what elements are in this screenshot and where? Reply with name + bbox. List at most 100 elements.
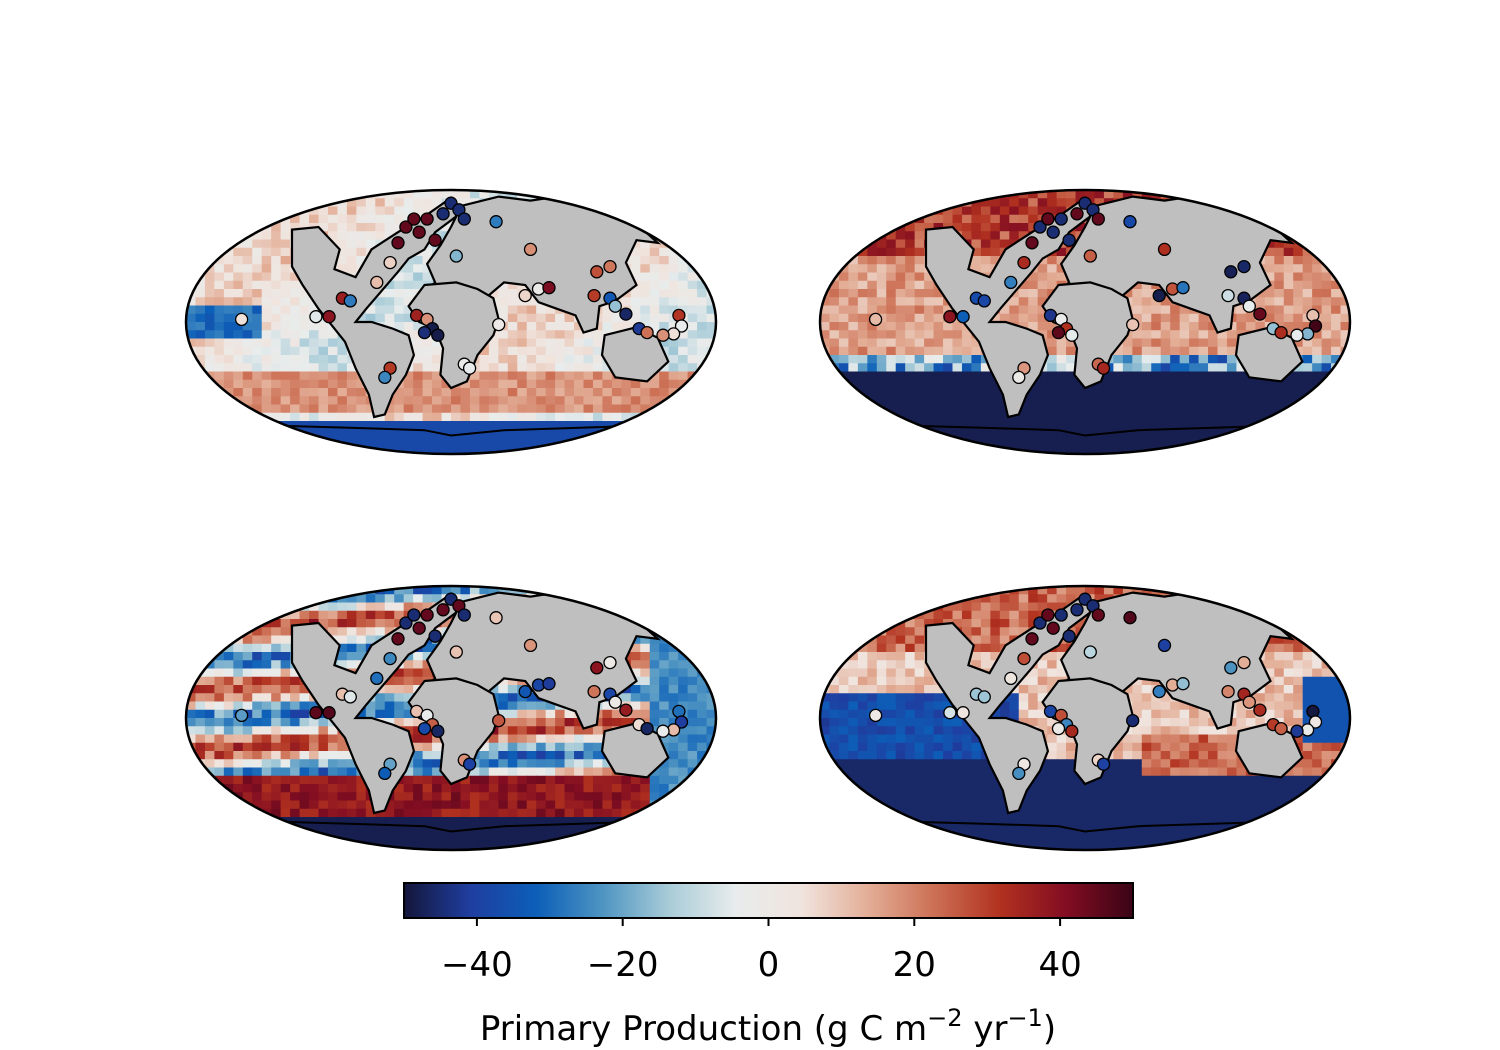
- station-marker: [523, 638, 538, 653]
- station-marker: [1290, 724, 1304, 738]
- station-marker: [1025, 236, 1039, 250]
- station-marker: [462, 361, 477, 375]
- station-marker: [1091, 608, 1105, 622]
- station-marker: [1290, 328, 1304, 342]
- station-marker: [1062, 629, 1076, 643]
- map-panel-top-left: [184, 188, 718, 456]
- station-marker: [518, 684, 532, 699]
- station-marker: [640, 721, 654, 736]
- station-marker: [608, 695, 622, 709]
- station-marker: [412, 621, 426, 635]
- station-marker: [399, 616, 413, 630]
- station-marker: [1221, 288, 1235, 303]
- station-marker: [1152, 288, 1166, 303]
- station-marker: [1157, 638, 1172, 653]
- station-marker: [1051, 721, 1066, 736]
- station-marker: [449, 249, 463, 263]
- station-marker: [420, 608, 434, 622]
- station-marker: [1308, 715, 1323, 729]
- station-marker: [322, 706, 336, 720]
- station-marker: [1123, 215, 1137, 229]
- station-marker: [640, 325, 654, 340]
- land-mass: [290, 196, 458, 419]
- station-marker: [977, 690, 991, 704]
- station-marker: [1253, 307, 1267, 321]
- station-marker: [449, 645, 463, 659]
- station-marker: [1096, 361, 1111, 375]
- station-marker: [1004, 275, 1018, 290]
- station-marker: [542, 281, 556, 295]
- station-marker: [309, 706, 323, 720]
- station-marker: [1070, 207, 1084, 221]
- station-marker: [603, 259, 617, 274]
- colorbar-ticks: −40 −20 0 20 40: [441, 918, 1082, 985]
- station-marker: [1224, 661, 1238, 675]
- station-marker: [674, 319, 689, 333]
- station-marker: [1126, 317, 1140, 332]
- station-marker: [428, 629, 442, 643]
- station-marker: [412, 225, 426, 239]
- station-marker: [420, 212, 434, 226]
- station-marker: [391, 632, 405, 646]
- station-marker: [428, 233, 442, 247]
- station-marker: [1017, 651, 1031, 666]
- station-marker: [1054, 608, 1068, 622]
- station-marker: [587, 684, 601, 699]
- station-marker: [943, 310, 957, 324]
- station-marker: [956, 706, 970, 720]
- station-marker: [431, 328, 445, 342]
- station-marker: [457, 212, 471, 226]
- station-marker: [370, 671, 384, 686]
- antarctic-shelf-line: [198, 819, 706, 850]
- station-marker: [343, 690, 357, 704]
- station-marker: [542, 677, 556, 691]
- map-panel-bottom-left: [184, 584, 718, 852]
- station-marker: [343, 294, 357, 308]
- station-marker: [943, 706, 957, 720]
- station-marker: [1083, 249, 1097, 263]
- colorbar-gradient: [403, 882, 1134, 919]
- station-marker: [1274, 325, 1288, 340]
- station-marker: [587, 288, 601, 303]
- map-outline: [818, 584, 1352, 852]
- station-marker: [462, 757, 477, 771]
- station-marker: [1274, 721, 1288, 736]
- station-marker: [1017, 255, 1031, 270]
- station-marker: [868, 312, 883, 327]
- station-marker: [1033, 616, 1047, 630]
- station-marker: [1253, 703, 1267, 717]
- station-marker: [1242, 299, 1256, 313]
- station-marker: [1237, 655, 1251, 670]
- station-marker: [309, 310, 323, 324]
- station-marker: [656, 328, 670, 342]
- station-marker: [383, 651, 397, 666]
- station-marker: [1062, 233, 1076, 247]
- station-marker: [1041, 212, 1055, 226]
- station-marker: [1091, 212, 1105, 226]
- colorbar-tick-label: 40: [1038, 945, 1081, 985]
- station-marker: [518, 288, 532, 303]
- station-markers: [234, 592, 689, 781]
- station-marker: [608, 299, 622, 313]
- station-marker: [590, 265, 604, 279]
- station-marker: [1176, 677, 1190, 691]
- station-marker: [1065, 328, 1079, 342]
- station-marker: [322, 310, 336, 324]
- station-marker: [407, 212, 421, 226]
- station-marker: [431, 724, 445, 738]
- station-marker: [391, 236, 405, 250]
- station-marker: [1065, 724, 1079, 738]
- station-marker: [656, 724, 670, 738]
- map-outline: [184, 188, 718, 456]
- station-marker: [1308, 319, 1323, 333]
- station-marker: [977, 294, 991, 308]
- colorbar-tick-label: −20: [587, 945, 659, 985]
- station-marker: [436, 603, 450, 617]
- antarctic-shelf-line: [832, 819, 1340, 850]
- station-marker: [1012, 370, 1026, 385]
- station-marker: [1033, 220, 1047, 234]
- station-marker: [489, 611, 503, 625]
- station-marker: [1224, 265, 1238, 279]
- station-marker: [1123, 611, 1137, 625]
- station-marker: [1046, 621, 1060, 635]
